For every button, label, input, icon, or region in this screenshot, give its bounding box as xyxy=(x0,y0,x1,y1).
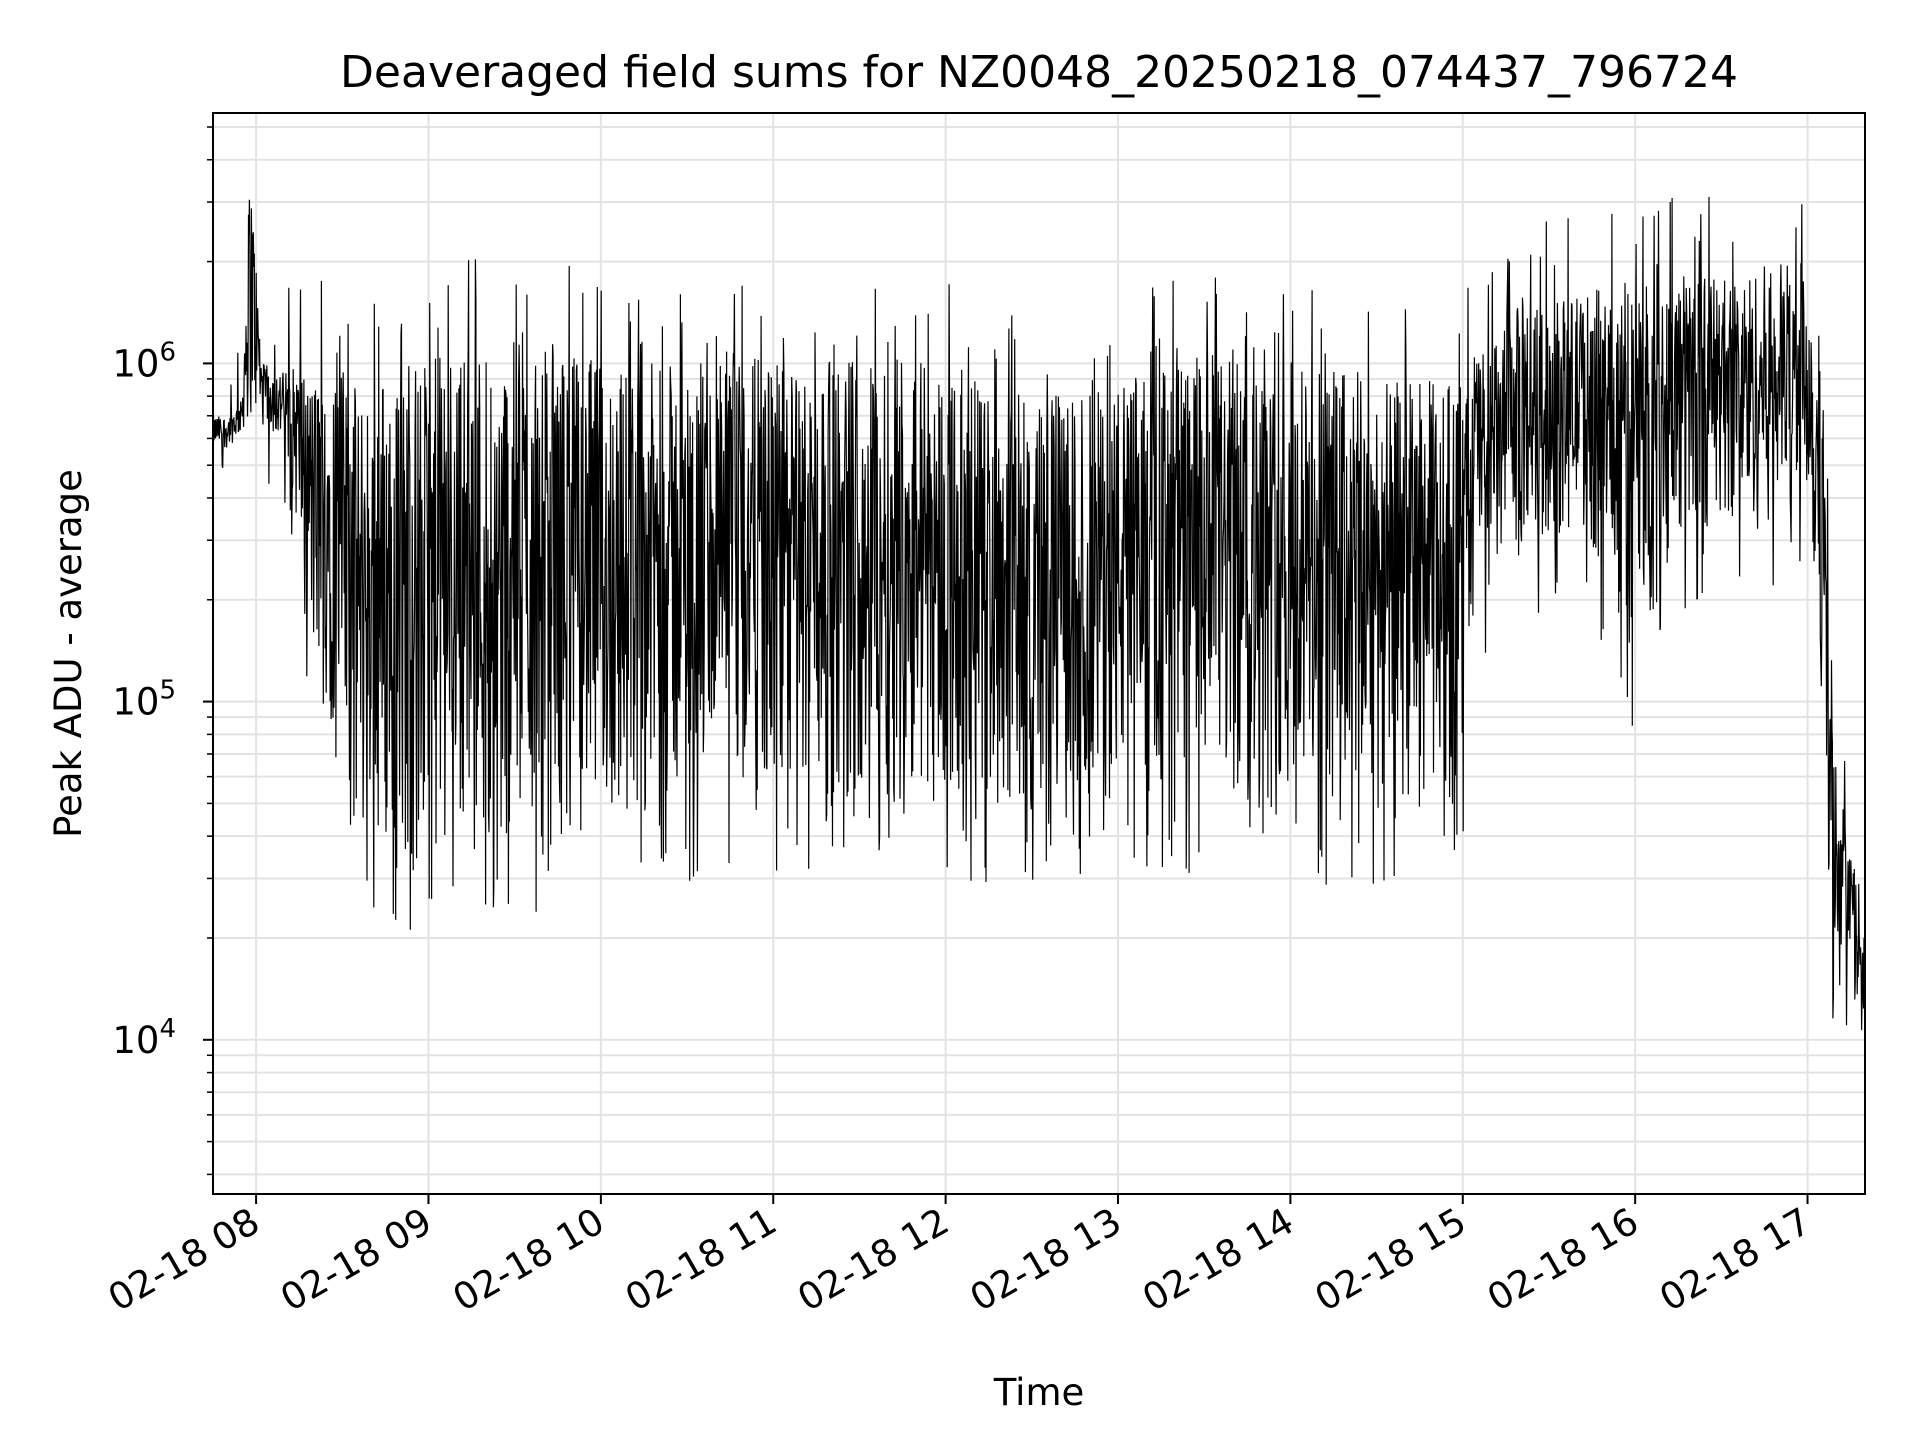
plot-area xyxy=(212,196,1866,1063)
y-tick-label: 104 xyxy=(112,1014,176,1062)
axes-frame xyxy=(212,112,1866,1195)
series-line xyxy=(212,196,1866,1063)
y-tick-label: 105 xyxy=(112,676,176,724)
x-axis-label: Time xyxy=(993,1371,1085,1414)
y-tick-label: 106 xyxy=(112,337,176,385)
chart-title: Deaveraged field sums for NZ0048_2025021… xyxy=(340,47,1738,98)
y-axis-label: Peak ADU - average xyxy=(47,469,90,838)
y-axis: 104 105 106 xyxy=(112,126,213,1176)
